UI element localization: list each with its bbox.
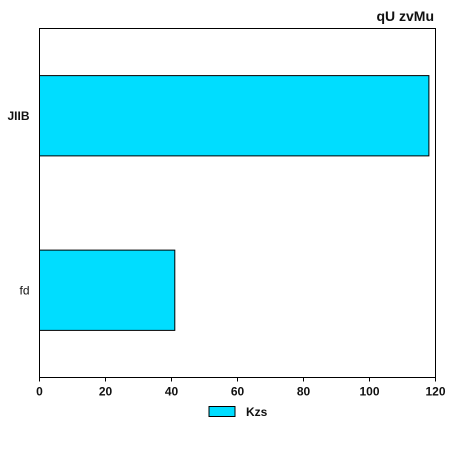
x-axis-ticks: 0 20 40 60 80 100 120 [36, 377, 446, 399]
category-label-fd: fd [19, 283, 29, 297]
legend: Kzs [208, 405, 268, 419]
x-tick-label: 100 [359, 385, 379, 399]
bar-jiib [39, 75, 430, 157]
x-tick-label: 20 [99, 385, 113, 399]
bar-fd [39, 249, 176, 331]
legend-label: Kzs [246, 405, 268, 419]
category-labels: JIIB fd [7, 109, 29, 298]
legend-swatch [208, 406, 236, 417]
x-tick-label: 60 [231, 385, 245, 399]
bars-layer [39, 75, 430, 331]
x-tick-label: 120 [425, 385, 445, 399]
chart-title: qU zvMu [376, 8, 434, 24]
category-label-jiib: JIIB [7, 109, 29, 123]
x-tick-label: 40 [165, 385, 179, 399]
x-tick-label: 0 [36, 385, 43, 399]
x-tick-label: 80 [297, 385, 311, 399]
